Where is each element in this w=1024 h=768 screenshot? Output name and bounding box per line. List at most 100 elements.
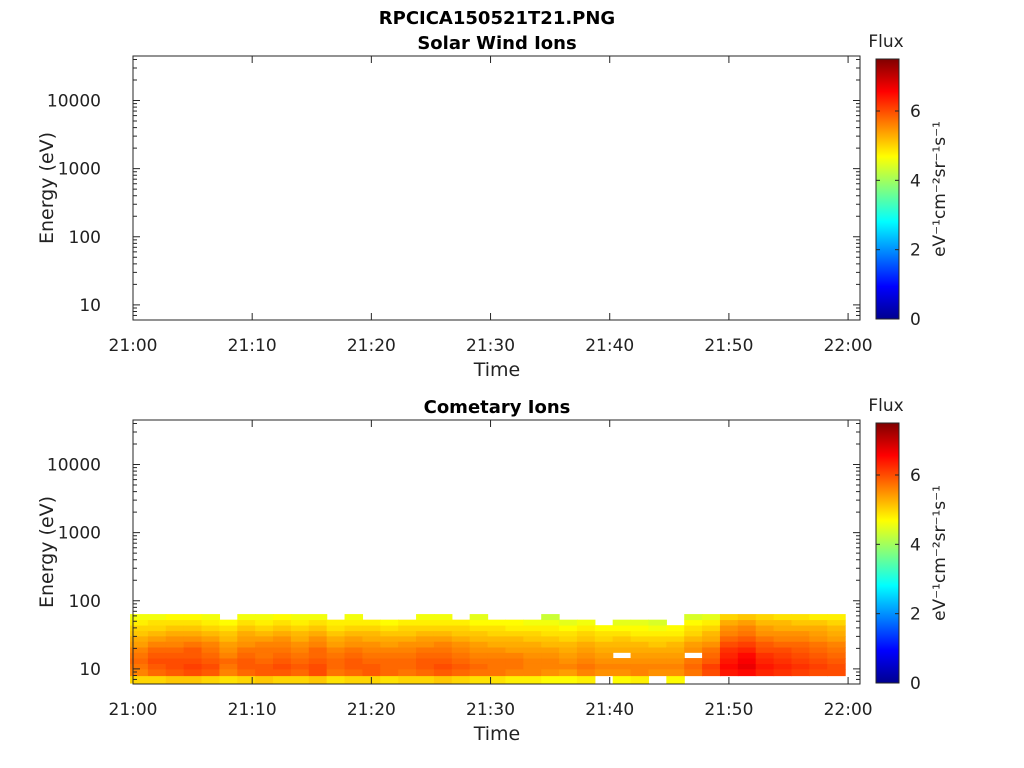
heatmap-cell <box>469 630 489 637</box>
heatmap-cell <box>791 614 810 621</box>
heatmap-cell <box>451 635 471 642</box>
heatmap-cell <box>380 647 399 653</box>
heatmap-cell <box>809 652 828 659</box>
heatmap-cell <box>380 619 399 626</box>
heatmap-cell <box>237 614 256 621</box>
heatmap-cell <box>362 641 381 648</box>
heatmap-cell <box>719 663 739 670</box>
heatmap-cell <box>594 663 614 670</box>
heatmap-cell <box>559 641 578 648</box>
heatmap-cell <box>219 635 238 642</box>
heatmap-cell <box>344 630 364 637</box>
heatmap-cell <box>130 663 149 670</box>
heatmap-cell <box>576 641 596 648</box>
cometary-title: Cometary Ions <box>424 397 571 418</box>
heatmap-cell <box>130 641 149 648</box>
heatmap-cell <box>273 647 292 653</box>
y-tick-label: 100 <box>69 228 101 248</box>
heatmap-cell <box>719 635 739 642</box>
heatmap-cell <box>308 641 328 648</box>
heatmap-cell <box>219 658 238 664</box>
heatmap-cell <box>487 669 507 677</box>
heatmap-cell <box>344 625 364 632</box>
heatmap-cell <box>308 619 328 626</box>
heatmap-cell <box>290 647 310 653</box>
heatmap-cell <box>576 663 596 670</box>
x-tick-label: 22:00 <box>824 700 873 720</box>
solar-wind-colorbar-ticks: 0 2 4 6 <box>876 102 921 330</box>
heatmap-cell <box>290 669 310 677</box>
heatmap-cell <box>791 630 810 637</box>
heatmap-cell <box>773 658 793 664</box>
heatmap-cell <box>630 669 650 677</box>
heatmap-cell <box>416 630 435 637</box>
heatmap-cell <box>541 619 560 626</box>
heatmap-cell <box>541 614 560 621</box>
heatmap-cell <box>594 647 614 653</box>
heatmap-cell <box>433 635 453 642</box>
heatmap-cell <box>273 675 292 684</box>
heatmap-cell <box>630 619 650 626</box>
heatmap-cell <box>398 669 417 677</box>
heatmap-cell <box>219 630 238 637</box>
heatmap-cell <box>362 630 381 637</box>
heatmap-cell <box>201 641 221 648</box>
heatmap-cell <box>255 619 274 626</box>
heatmap-cell <box>416 641 435 648</box>
heatmap-cell <box>648 635 667 642</box>
heatmap-cell <box>809 641 828 648</box>
heatmap-cell <box>505 669 524 677</box>
heatmap-cell <box>183 635 203 642</box>
heatmap-cell <box>147 619 167 626</box>
heatmap-cell <box>755 625 775 632</box>
heatmap-cell <box>237 630 256 637</box>
heatmap-cell <box>255 675 274 684</box>
heatmap-cell <box>130 614 149 621</box>
heatmap-cell <box>809 619 828 626</box>
heatmap-cell <box>398 641 417 648</box>
y-tick-label: 10 <box>79 660 101 680</box>
heatmap-cell <box>416 635 435 642</box>
heatmap-cell <box>344 652 364 659</box>
heatmap-cell <box>755 614 775 621</box>
heatmap-cell <box>469 619 489 626</box>
heatmap-cell <box>290 641 310 648</box>
heatmap-cell <box>219 652 238 659</box>
heatmap-cell <box>308 625 328 632</box>
heatmap-cell <box>326 619 346 626</box>
heatmap-cell <box>237 641 256 648</box>
x-tick-label: 22:00 <box>824 336 873 356</box>
y-tick-label: 1000 <box>58 160 101 180</box>
heatmap-cell <box>684 647 703 653</box>
heatmap-cell <box>737 614 757 621</box>
heatmap-cell <box>237 619 256 626</box>
heatmap-cell <box>648 625 667 632</box>
heatmap-cell <box>273 630 292 637</box>
heatmap-cell <box>290 675 310 684</box>
colorbar-tick-label: 6 <box>910 466 921 486</box>
heatmap-cell <box>380 625 399 632</box>
heatmap-cell <box>809 669 828 677</box>
heatmap-cell <box>487 652 507 659</box>
heatmap-cell <box>290 635 310 642</box>
heatmap-cell <box>773 635 793 642</box>
heatmap-cell <box>201 663 221 670</box>
heatmap-cell <box>541 630 560 637</box>
heatmap-cell <box>684 658 703 664</box>
heatmap-cell <box>344 647 364 653</box>
heatmap-cell <box>773 619 793 626</box>
heatmap-cell <box>809 635 828 642</box>
heatmap-cell <box>201 675 221 684</box>
cometary-colorbar-label: Flux <box>868 396 903 416</box>
heatmap-cell <box>523 647 542 653</box>
heatmap-cell <box>201 669 221 677</box>
heatmap-cell <box>183 630 203 637</box>
heatmap-cell <box>576 652 596 659</box>
colorbar-tick-label: 2 <box>910 605 921 625</box>
heatmap-cell <box>702 652 721 659</box>
heatmap-cell <box>505 630 524 637</box>
heatmap-cell <box>505 635 524 642</box>
heatmap-cell <box>684 625 703 632</box>
heatmap-cell <box>559 663 578 670</box>
